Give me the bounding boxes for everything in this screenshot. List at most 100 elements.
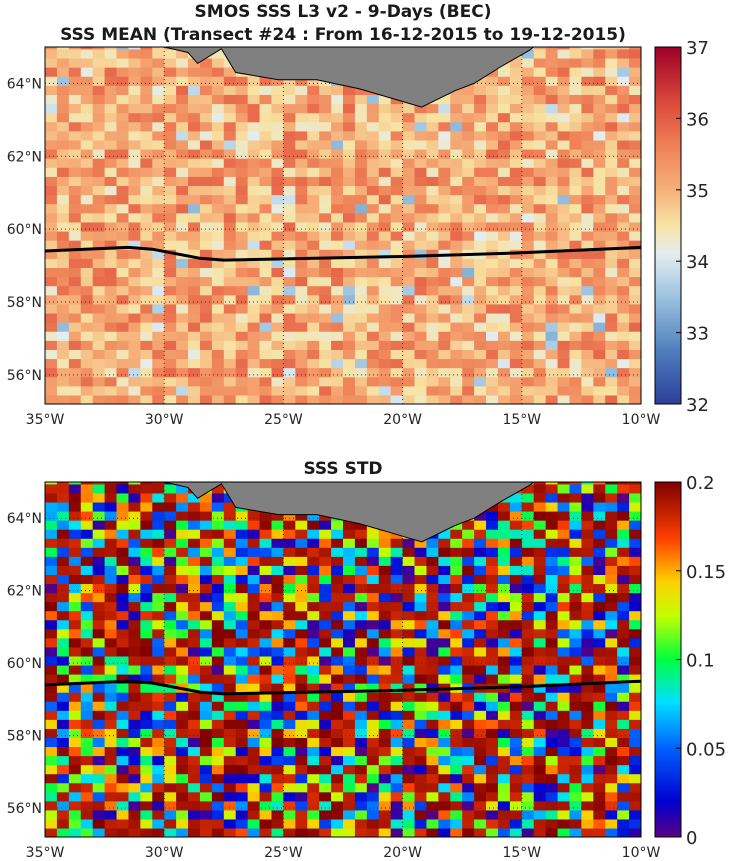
map-cell — [188, 130, 201, 141]
map-cell — [188, 520, 201, 530]
map-cell — [629, 94, 641, 105]
map-cell — [486, 565, 499, 575]
map-cell — [533, 276, 547, 287]
map-cell — [354, 176, 368, 187]
map-cell — [307, 791, 320, 802]
map-cell — [283, 94, 296, 105]
map-cell — [462, 167, 475, 177]
map-cell — [104, 121, 118, 132]
map-cell — [211, 601, 225, 612]
map-cell — [116, 349, 130, 360]
map-cell — [116, 158, 130, 168]
map-cell — [92, 673, 106, 684]
map-cell — [390, 628, 404, 639]
map-cell — [378, 112, 392, 123]
map-cell — [56, 294, 70, 305]
map-cell — [450, 673, 463, 684]
map-cell — [629, 673, 641, 684]
map-cell — [176, 755, 189, 766]
map-cell — [343, 312, 356, 323]
map-cell — [331, 601, 344, 612]
map-cell — [533, 818, 547, 829]
map-cell — [176, 358, 189, 369]
map-cell — [271, 240, 284, 250]
map-cell — [533, 376, 547, 387]
map-cell — [92, 212, 106, 223]
map-cell — [605, 349, 618, 360]
map-cell — [319, 376, 332, 387]
map-cell — [199, 791, 213, 802]
map-cell — [617, 194, 630, 205]
map-cell — [617, 728, 630, 738]
map-cell — [80, 367, 94, 378]
map-cell — [56, 782, 70, 793]
map-cell — [164, 322, 177, 332]
map-cell — [509, 610, 523, 621]
map-cell — [354, 249, 368, 259]
map-cell — [140, 67, 153, 77]
map-cell — [366, 331, 380, 341]
map-cell — [319, 719, 332, 729]
map-cell — [343, 692, 356, 702]
map-cell — [593, 394, 606, 404]
map-cell — [92, 610, 106, 621]
map-cell — [271, 276, 284, 287]
map-cell — [462, 285, 475, 296]
map-cell — [581, 385, 594, 396]
map-cell — [116, 149, 130, 159]
map-cell — [617, 565, 630, 575]
map-cell — [593, 149, 606, 159]
map-cell — [116, 574, 130, 585]
map-cell — [223, 185, 237, 196]
map-cell — [509, 547, 523, 557]
map-cell — [92, 791, 106, 802]
map-cell — [307, 367, 320, 378]
map-cell — [223, 818, 237, 829]
map-cell — [378, 121, 392, 132]
map-cell — [152, 349, 165, 360]
map-cell — [605, 230, 618, 241]
map-cell — [188, 646, 201, 657]
map-cell — [319, 331, 332, 341]
map-cell — [188, 185, 201, 196]
map-cell — [486, 692, 499, 702]
map-cell — [247, 85, 261, 95]
map-cell — [223, 565, 237, 575]
map-cell — [45, 112, 58, 123]
map-cell — [426, 583, 439, 594]
map-cell — [68, 367, 82, 378]
map-cell — [247, 376, 261, 387]
map-cell — [152, 149, 165, 159]
map-cell — [104, 673, 118, 684]
colorbar-tick-label: 0.15 — [686, 562, 726, 583]
map-cell — [521, 331, 535, 341]
map-cell — [283, 556, 296, 566]
map-cell — [593, 203, 606, 214]
map-cell — [569, 673, 582, 684]
map-cell — [450, 358, 463, 369]
map-cell — [378, 130, 392, 141]
map-cell — [414, 385, 428, 396]
map-cell — [235, 76, 249, 86]
map-cell — [605, 565, 618, 575]
map-cell — [557, 176, 571, 187]
map-cell — [295, 628, 308, 639]
map-cell — [152, 719, 165, 729]
map-cell — [450, 294, 463, 305]
map-cell — [509, 349, 523, 360]
map-cell — [402, 583, 416, 594]
map-cell — [56, 276, 70, 287]
map-cell — [354, 728, 368, 738]
map-cell — [271, 85, 284, 95]
map-cell — [80, 800, 94, 811]
map-cell — [68, 285, 82, 296]
map-cell — [474, 818, 487, 829]
map-cell — [283, 818, 296, 829]
map-cell — [581, 529, 594, 539]
map-cell — [188, 167, 201, 177]
map-cell — [366, 149, 380, 159]
map-cell — [307, 746, 320, 757]
map-cell — [235, 267, 249, 278]
map-cell — [581, 482, 594, 485]
map-cell — [545, 529, 559, 539]
